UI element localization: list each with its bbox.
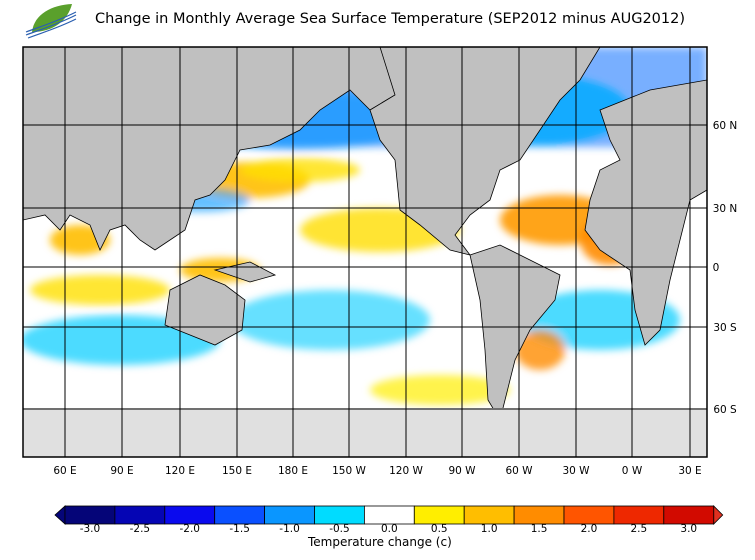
colorbar-tick-label: -0.5 — [329, 523, 350, 535]
lon-label: 90 E — [110, 465, 133, 477]
colorbar-tick-label: -1.0 — [279, 523, 300, 535]
lon-label: 0 W — [622, 465, 643, 477]
lon-label: 60 W — [505, 465, 533, 477]
colorbar-tick-label: -2.5 — [130, 523, 151, 535]
lon-label: 120 W — [389, 465, 423, 477]
colorbar-swatch — [413, 505, 465, 525]
colorbar-swatch — [363, 505, 415, 525]
lon-label: 150 W — [332, 465, 366, 477]
colorbar-tick-label: 1.0 — [481, 523, 498, 535]
antarctic-ice — [23, 408, 707, 457]
colorbar-under-arrow — [54, 505, 66, 525]
lon-label: 30 E — [678, 465, 701, 477]
lon-label: 60 E — [53, 465, 76, 477]
latitude-labels: 60 N 30 N 0 30 S 60 S — [713, 120, 738, 416]
colorbar-swatch — [64, 505, 116, 525]
colorbar-tick-label: 3.0 — [680, 523, 697, 535]
colorbar-tick-label: -3.0 — [80, 523, 101, 535]
colorbar-over-arrow — [713, 505, 724, 525]
graticule — [23, 47, 707, 457]
colorbar-swatch — [663, 505, 715, 525]
colorbar-tick-label: 2.5 — [630, 523, 647, 535]
colorbar-title: Temperature change (c) — [308, 535, 452, 549]
land-masses — [23, 47, 707, 422]
colorbar-swatch — [264, 505, 315, 525]
colorbar-swatch — [463, 505, 515, 525]
colorbar-swatch — [563, 505, 615, 525]
lon-label: 120 E — [165, 465, 195, 477]
lat-label: 60 N — [713, 120, 738, 132]
map-frame — [22, 46, 708, 458]
colorbar-tick-label: 2.0 — [581, 523, 598, 535]
colorbar-tick-label: 1.5 — [531, 523, 548, 535]
lon-label: 150 E — [222, 465, 252, 477]
lat-label: 60 S — [713, 404, 737, 416]
colorbar-tick-label: 0.5 — [431, 523, 448, 535]
lon-label: 180 E — [278, 465, 308, 477]
lon-label: 30 W — [562, 465, 590, 477]
lat-label: 0 — [713, 262, 720, 274]
logo — [25, 4, 77, 39]
lat-label: 30 S — [713, 322, 737, 334]
colorbar-swatch — [314, 505, 365, 525]
chart-title: Change in Monthly Average Sea Surface Te… — [95, 11, 685, 27]
lat-label: 30 N — [713, 203, 738, 215]
colorbar-tick-label: 0.0 — [381, 523, 398, 535]
lon-label: 90 W — [448, 465, 476, 477]
longitude-labels: 60 E 90 E 120 E 150 E 180 E 150 W 120 W … — [53, 465, 701, 477]
colorbar-tick-label: -2.0 — [180, 523, 201, 535]
colorbar-swatch — [613, 505, 665, 525]
leaf-icon — [32, 4, 72, 32]
colorbar-swatch — [164, 505, 216, 525]
sst-change-map: 60 E 90 E 120 E 150 E 180 E 150 W 120 W … — [22, 46, 738, 477]
colorbar-tick-label: -1.5 — [229, 523, 250, 535]
colorbar-swatch — [513, 505, 565, 525]
colorbar-swatch — [214, 505, 265, 525]
colorbar-swatch — [114, 505, 166, 525]
